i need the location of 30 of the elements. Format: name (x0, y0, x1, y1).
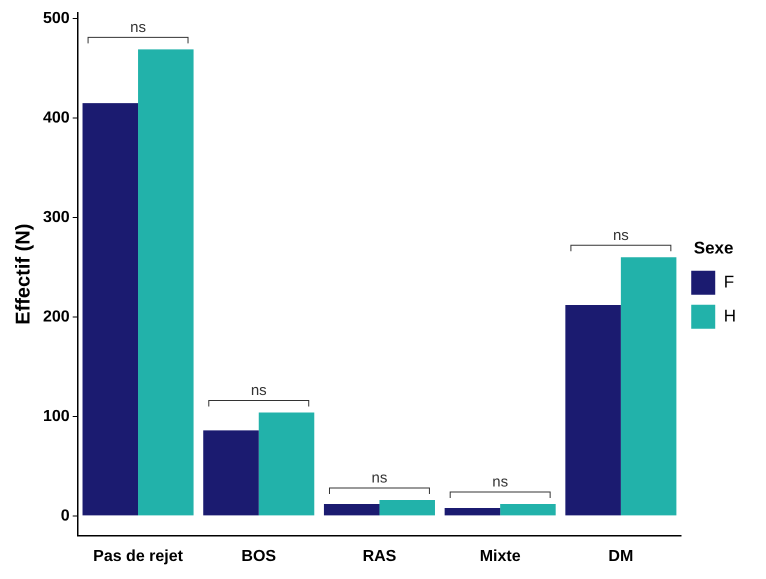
bar (620, 257, 676, 516)
legend-label: H (724, 306, 736, 326)
y-tick-label: 200 (42, 308, 70, 326)
legend-label: F (724, 272, 734, 292)
bar (444, 508, 500, 516)
bar (203, 430, 259, 516)
bar (82, 103, 138, 516)
y-tick-label: 300 (42, 208, 70, 226)
annotation: ns (250, 382, 267, 400)
bar (138, 49, 194, 516)
bar (324, 504, 380, 516)
x-tick-label: Mixte (480, 548, 521, 565)
x-tick-label: Pas de rejet (93, 548, 184, 565)
x-tick-label: RAS (362, 548, 397, 565)
annotation: ns (612, 226, 629, 244)
y-axis-title: Effectif (N) (12, 224, 35, 325)
y-tick-label: 400 (42, 109, 70, 126)
bar (500, 504, 556, 516)
y-tick-label: 0 (60, 507, 70, 524)
annotation: ns (492, 474, 508, 491)
bar (258, 412, 314, 516)
annotation: ns (372, 470, 388, 487)
x-tick-label: BOS (241, 548, 276, 565)
legend-title: Sexe (694, 238, 734, 258)
annotation: ns (130, 19, 146, 36)
y-tick-label: 100 (42, 408, 70, 425)
x-tick-label: DM (608, 548, 634, 565)
bar (565, 305, 621, 516)
bar (379, 500, 435, 516)
y-tick-label: 500 (42, 10, 70, 27)
